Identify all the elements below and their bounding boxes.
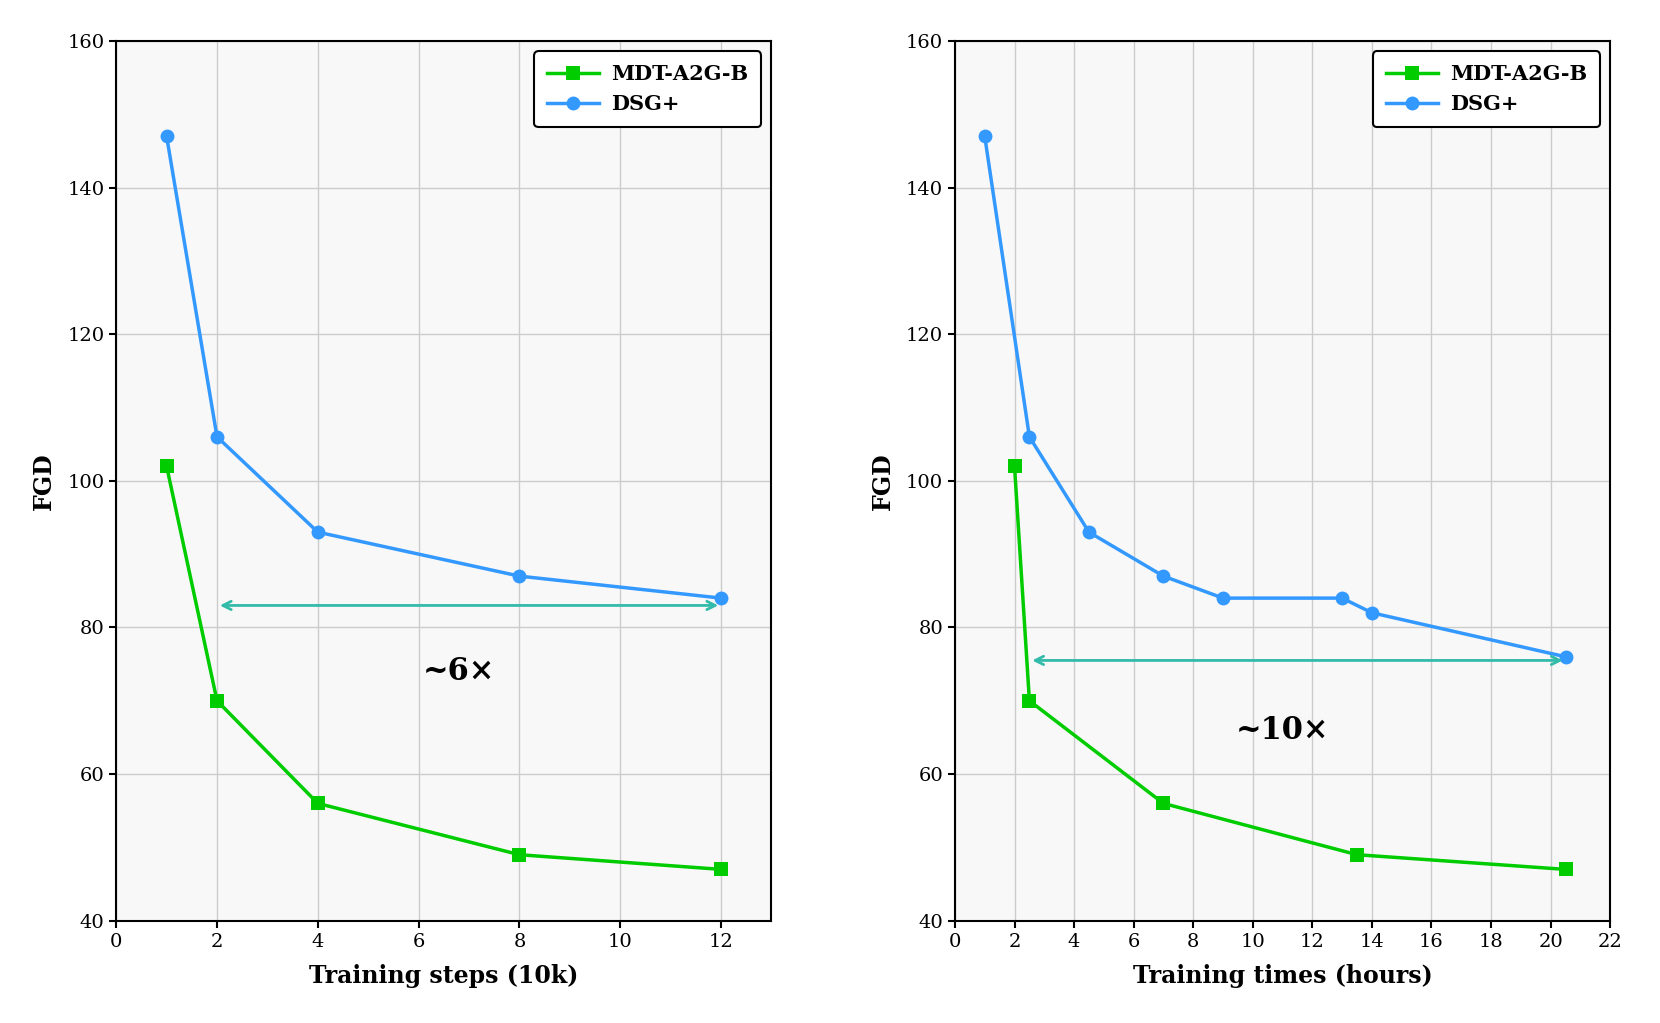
DSG+ (1361, 607, 1381, 619)
DSG+ (1333, 592, 1353, 605)
MDT-A2G-B (1154, 797, 1174, 809)
Legend: MDT-A2G-B, DSG+: MDT-A2G-B, DSG+ (1373, 51, 1600, 127)
DSG+ (1019, 431, 1039, 443)
DSG+ (974, 130, 994, 142)
Text: ~10×: ~10× (1237, 715, 1330, 746)
DSG+ (307, 526, 327, 538)
MDT-A2G-B (156, 460, 176, 473)
MDT-A2G-B (307, 797, 327, 809)
Legend: MDT-A2G-B, DSG+: MDT-A2G-B, DSG+ (535, 51, 760, 127)
DSG+ (156, 130, 176, 142)
Line: DSG+: DSG+ (159, 129, 729, 605)
DSG+ (1079, 526, 1099, 538)
Text: ~6×: ~6× (423, 656, 495, 686)
Line: MDT-A2G-B: MDT-A2G-B (1008, 459, 1572, 877)
DSG+ (208, 431, 227, 443)
MDT-A2G-B (1019, 695, 1039, 707)
MDT-A2G-B (1555, 863, 1575, 876)
Y-axis label: FGD: FGD (872, 452, 895, 509)
DSG+ (510, 570, 530, 582)
MDT-A2G-B (1004, 460, 1024, 473)
DSG+ (1154, 570, 1174, 582)
Line: MDT-A2G-B: MDT-A2G-B (159, 459, 729, 877)
X-axis label: Training steps (10k): Training steps (10k) (309, 965, 579, 988)
Y-axis label: FGD: FGD (32, 452, 56, 509)
DSG+ (1555, 651, 1575, 663)
Line: DSG+: DSG+ (978, 129, 1572, 664)
MDT-A2G-B (208, 695, 227, 707)
MDT-A2G-B (710, 863, 730, 876)
DSG+ (710, 592, 730, 605)
X-axis label: Training times (hours): Training times (hours) (1132, 965, 1433, 988)
DSG+ (1213, 592, 1233, 605)
MDT-A2G-B (510, 849, 530, 861)
MDT-A2G-B (1346, 849, 1366, 861)
